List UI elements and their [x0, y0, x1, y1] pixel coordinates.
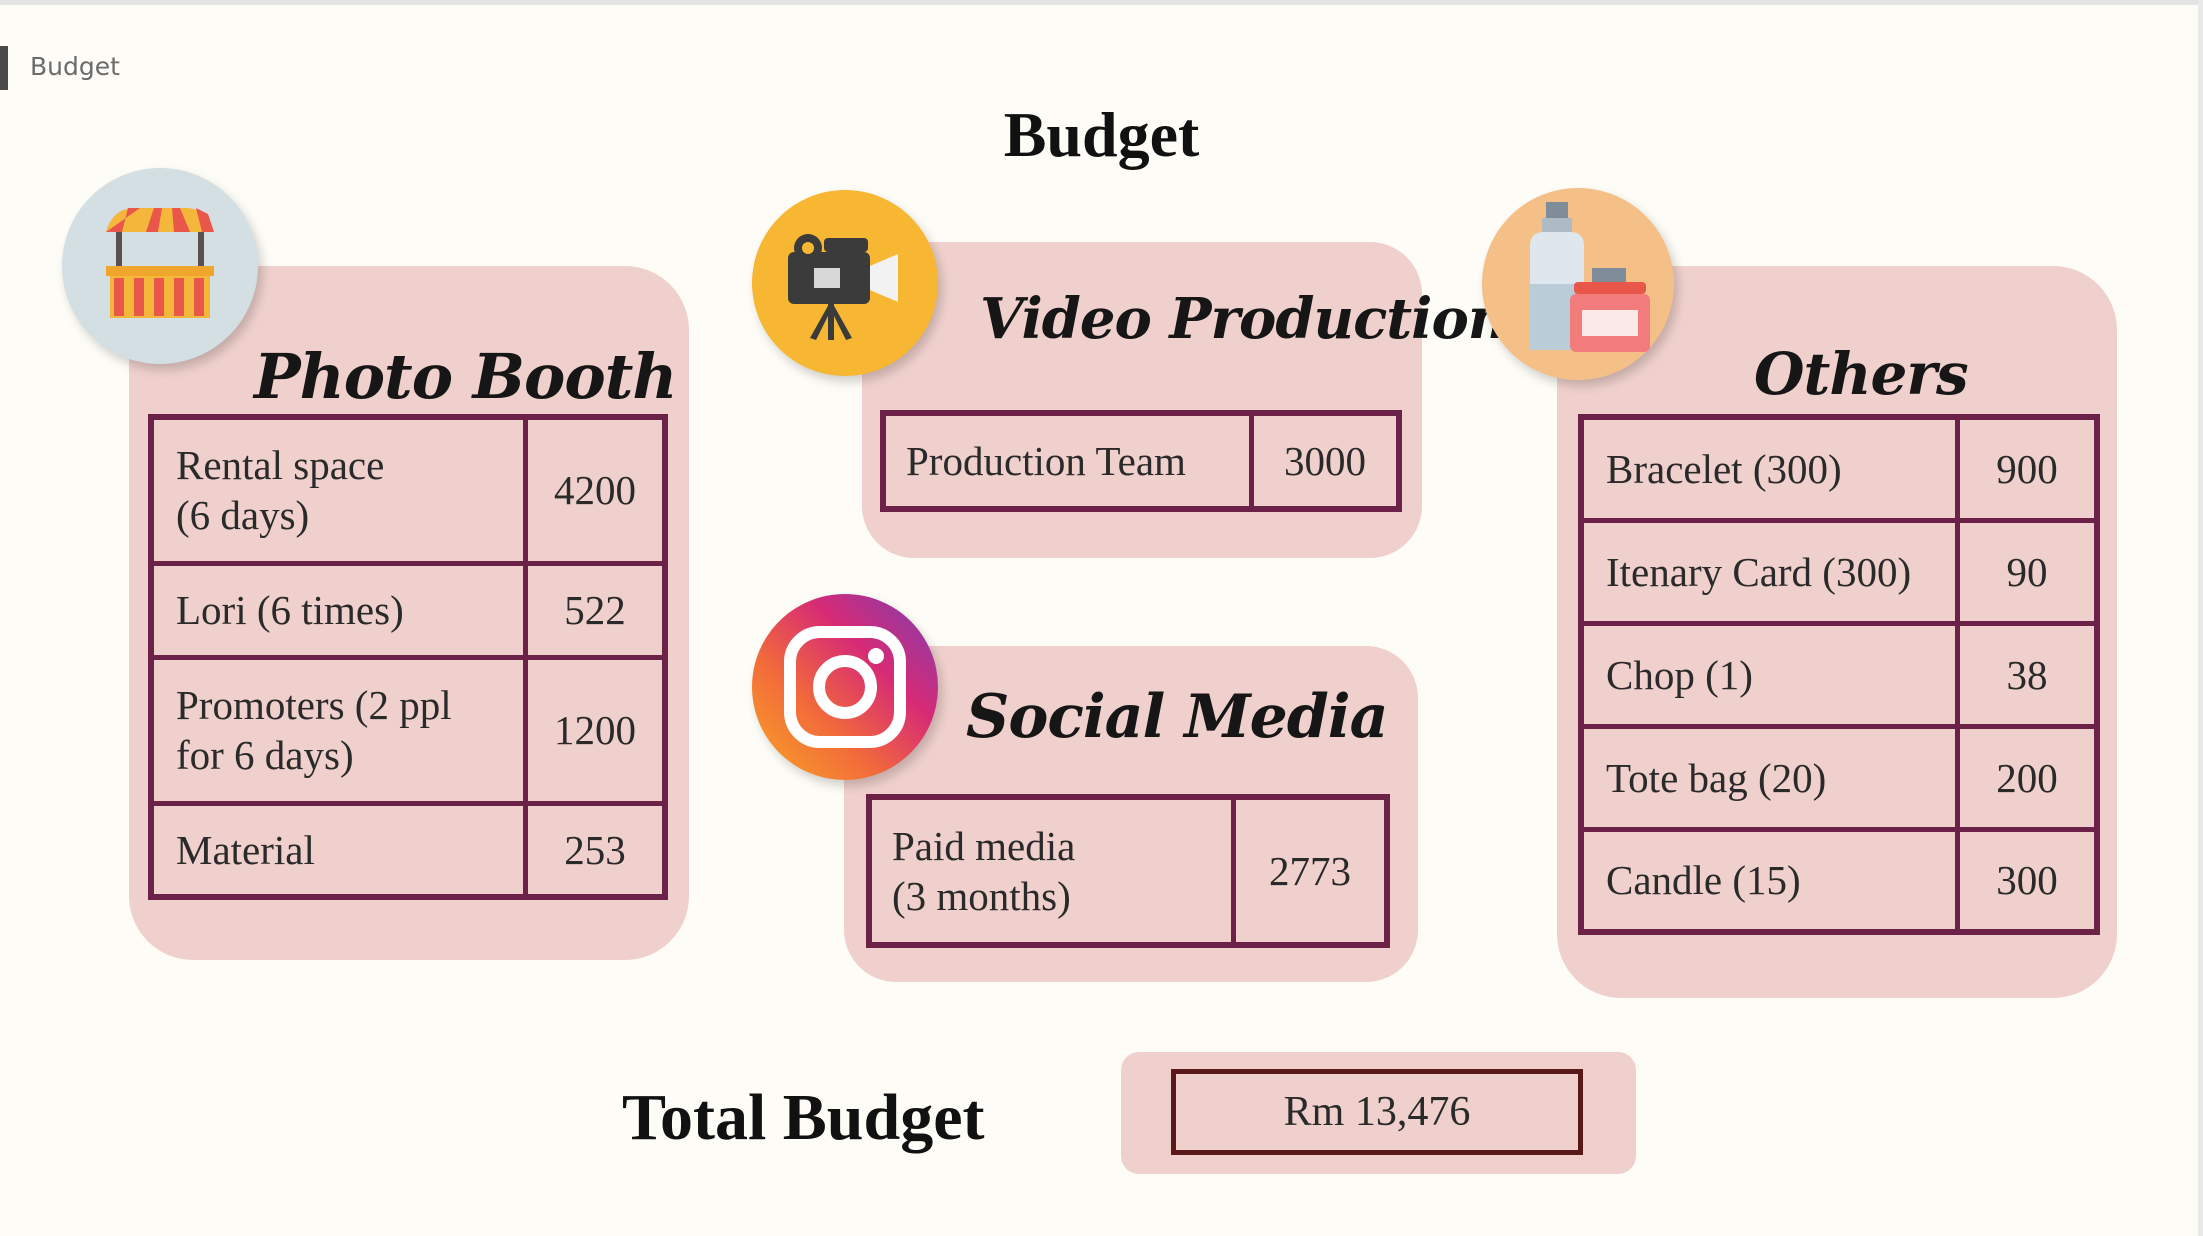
- item-cell: Paid media (3 months): [866, 794, 1236, 948]
- item-label: for 6 days): [176, 732, 354, 778]
- item-cell: Lori (6 times): [148, 560, 528, 660]
- instagram-icon: [752, 594, 938, 780]
- table-row: Material 253: [148, 800, 668, 900]
- page-title: Budget: [1003, 99, 1200, 170]
- video-production-title: Video Production: [980, 286, 1509, 352]
- item-cell: Tote bag (20): [1578, 723, 1960, 832]
- amount-cell: 4200: [523, 414, 668, 566]
- photo-booth-table: Rental space (6 days) 4200 Lori (6 times…: [148, 414, 668, 900]
- amount-cell: 3000: [1249, 410, 1402, 512]
- slide-marker: [0, 46, 8, 90]
- item-cell: Rental space (6 days): [148, 414, 528, 566]
- item-cell: Material: [148, 800, 528, 900]
- window-top-border: [0, 0, 2203, 5]
- table-row: Tote bag (20) 200: [1578, 723, 2100, 832]
- table-row: Itenary Card (300) 90: [1578, 517, 2100, 626]
- window-right-border: [2198, 0, 2203, 1236]
- item-label: (6 days): [176, 492, 310, 539]
- amount-cell: 90: [1955, 517, 2100, 626]
- amount-cell: 253: [523, 800, 668, 900]
- table-row: Production Team 3000: [880, 410, 1402, 512]
- table-row: Paid media (3 months) 2773: [866, 794, 1390, 948]
- item-cell: Promoters (2 ppl for 6 days): [148, 654, 528, 806]
- item-label: (3 months): [892, 873, 1071, 919]
- others-title: Others: [1754, 340, 1969, 408]
- table-row: Promoters (2 ppl for 6 days) 1200: [148, 654, 668, 806]
- table-row: Chop (1) 38: [1578, 620, 2100, 729]
- item-cell: Candle (15): [1578, 826, 1960, 935]
- item-label: Paid media: [892, 823, 1076, 869]
- amount-cell: 1200: [523, 654, 668, 806]
- slide-label[interactable]: Budget: [30, 52, 120, 81]
- item-label: Promoters (2 ppl: [176, 682, 452, 728]
- perfume-bottles-icon: [1482, 188, 1674, 380]
- table-row: Rental space (6 days) 4200: [148, 414, 668, 566]
- amount-cell: 900: [1955, 414, 2100, 523]
- item-cell: Itenary Card (300): [1578, 517, 1960, 626]
- social-media-table: Paid media (3 months) 2773: [866, 794, 1390, 948]
- total-budget-label: Total Budget: [622, 1081, 985, 1154]
- photo-booth-title: Photo Booth: [254, 340, 677, 413]
- item-label: Rental space: [176, 442, 385, 489]
- total-budget-value: Rm 13,476: [1171, 1069, 1583, 1155]
- video-production-table: Production Team 3000: [880, 410, 1402, 512]
- amount-cell: 200: [1955, 723, 2100, 832]
- others-table: Bracelet (300) 900 Itenary Card (300) 90…: [1578, 414, 2100, 935]
- item-cell: Chop (1): [1578, 620, 1960, 729]
- table-row: Lori (6 times) 522: [148, 560, 668, 660]
- item-cell: Production Team: [880, 410, 1254, 512]
- amount-cell: 2773: [1231, 794, 1390, 948]
- table-row: Candle (15) 300: [1578, 826, 2100, 935]
- social-media-title: Social Media: [966, 682, 1388, 752]
- market-stall-icon: [62, 168, 258, 364]
- amount-cell: 522: [523, 560, 668, 660]
- video-camera-icon: [752, 190, 938, 376]
- item-cell: Bracelet (300): [1578, 414, 1960, 523]
- amount-cell: 300: [1955, 826, 2100, 935]
- amount-cell: 38: [1955, 620, 2100, 729]
- table-row: Bracelet (300) 900: [1578, 414, 2100, 523]
